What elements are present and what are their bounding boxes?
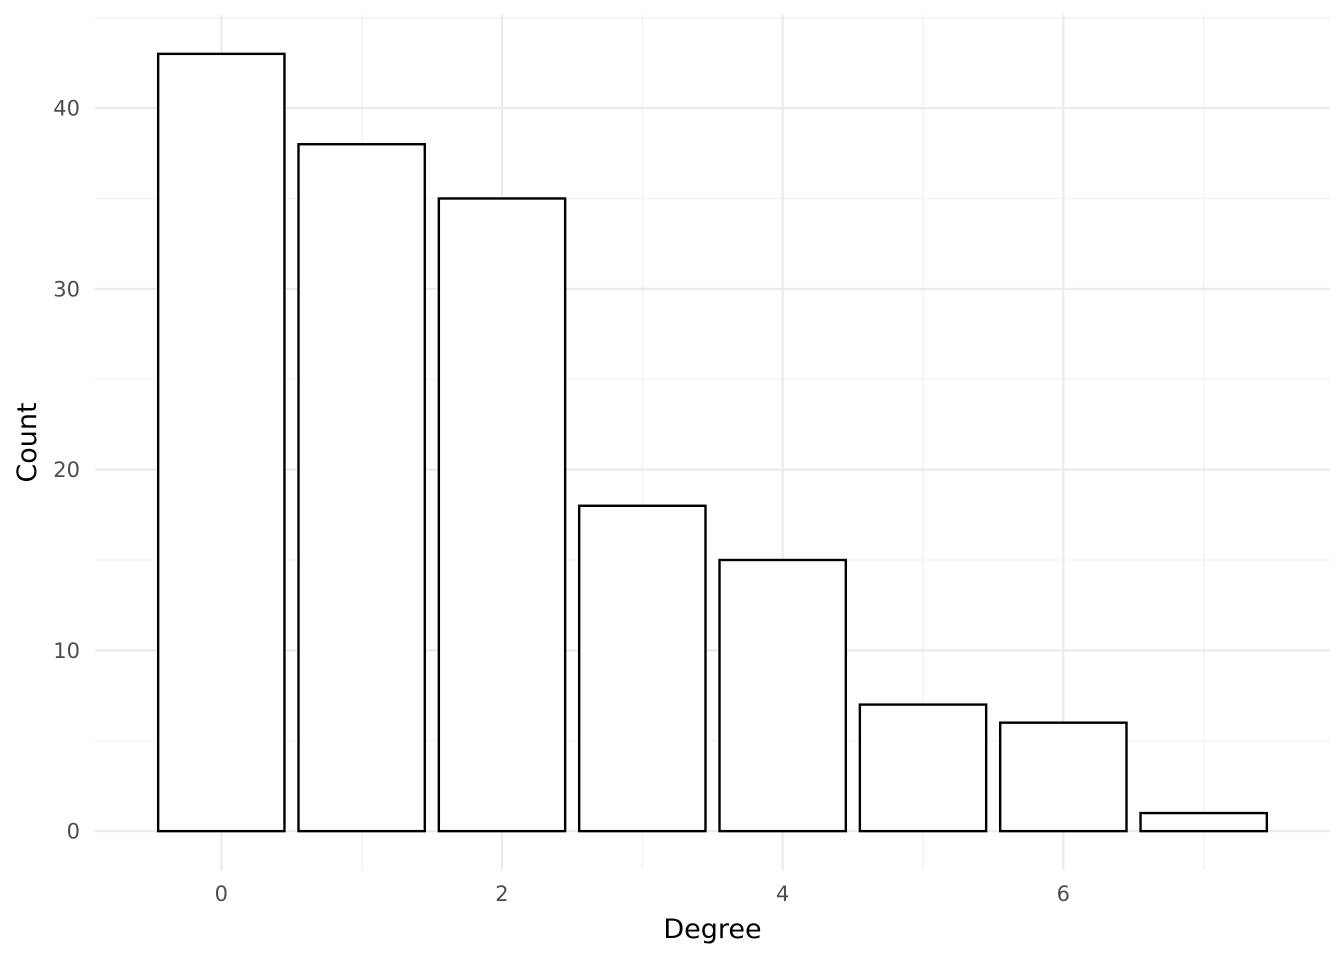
y-axis-tick-labels: 0 10 20 30 40: [53, 97, 80, 844]
y-tick-label: 40: [53, 97, 80, 121]
bar-degree-6: [998, 721, 1128, 833]
bar-degree-0: [156, 52, 286, 833]
x-axis-title: Degree: [663, 914, 761, 945]
x-tick-label: 0: [215, 882, 228, 906]
bar-degree-1: [297, 143, 427, 833]
bar-degree-7: [1139, 811, 1269, 833]
y-tick-label: 10: [53, 639, 80, 663]
y-axis-title: Count: [12, 402, 43, 482]
x-tick-label: 2: [495, 882, 508, 906]
y-tick-label: 20: [53, 458, 80, 482]
bars: [156, 52, 1269, 833]
x-tick-label: 4: [776, 882, 789, 906]
bar-degree-3: [577, 504, 707, 833]
bar-degree-5: [858, 703, 988, 833]
bar-degree-2: [437, 197, 567, 833]
y-tick-label: 30: [53, 277, 80, 301]
y-tick-label: 0: [67, 820, 80, 844]
x-tick-label: 6: [1057, 882, 1070, 906]
bar-degree-4: [718, 558, 848, 833]
x-axis-tick-labels: 0 2 4 6: [215, 882, 1070, 906]
